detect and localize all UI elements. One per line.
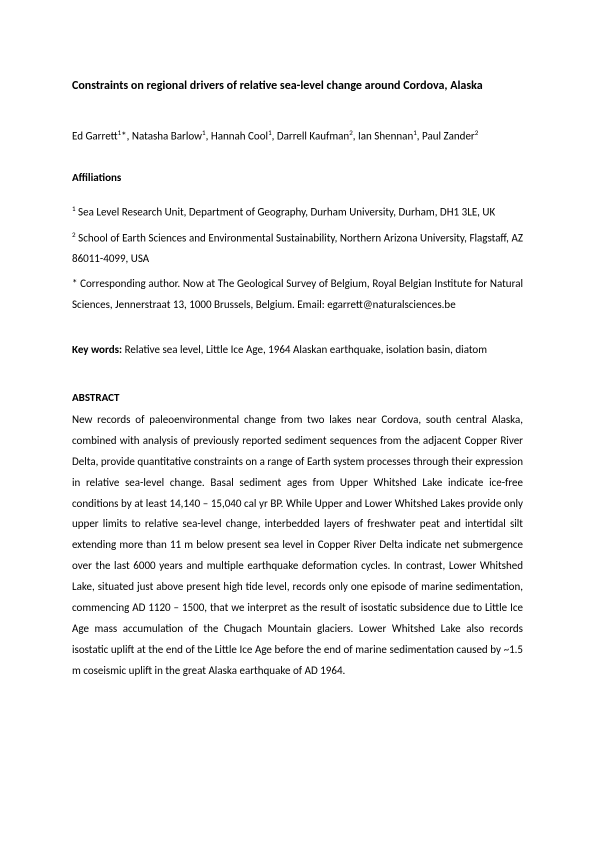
keywords: Key words: Relative sea level, Little Ic… bbox=[72, 340, 523, 361]
affiliation-2: 2 School of Earth Sciences and Environme… bbox=[72, 228, 523, 270]
keywords-label: Key words: bbox=[72, 343, 122, 356]
affiliations-heading: Affiliations bbox=[72, 171, 523, 184]
authors-list: Ed Garrett1*, Natasha Barlow1, Hannah Co… bbox=[72, 126, 523, 148]
corresponding-author: * Corresponding author. Now at The Geolo… bbox=[72, 274, 523, 316]
abstract-body: New records of paleoenvironmental change… bbox=[72, 410, 523, 682]
paper-title: Constraints on regional drivers of relat… bbox=[72, 75, 523, 98]
affiliations-block: 1 Sea Level Research Unit, Department of… bbox=[72, 202, 523, 316]
abstract-heading: ABSTRACT bbox=[72, 391, 523, 404]
affiliation-1: 1 Sea Level Research Unit, Department of… bbox=[72, 202, 523, 224]
keywords-text: Relative sea level, Little Ice Age, 1964… bbox=[122, 343, 487, 356]
